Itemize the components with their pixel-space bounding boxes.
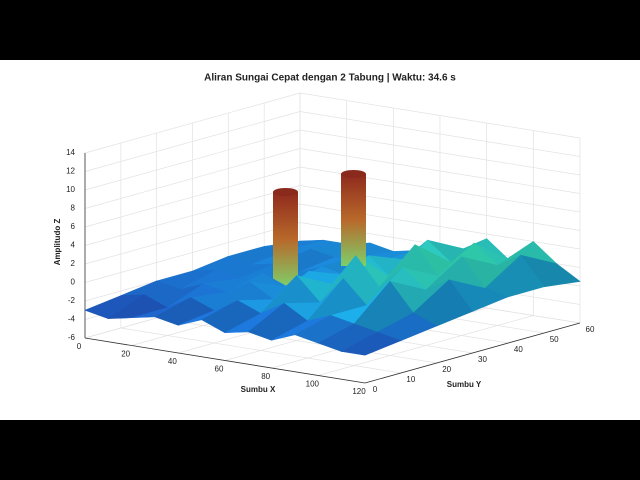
y-tick-label: 0 xyxy=(373,385,378,394)
tube-top xyxy=(341,170,366,178)
z-tick-label: 4 xyxy=(71,241,76,250)
tubes xyxy=(273,170,366,287)
x-tick-label: 120 xyxy=(352,387,366,396)
z-axis-label: Amplitudo Z xyxy=(53,219,62,266)
y-tick-label: 10 xyxy=(406,375,415,384)
z-tick-label: -2 xyxy=(68,296,76,305)
x-tick-label: 0 xyxy=(77,342,82,351)
grid-line xyxy=(84,148,301,209)
z-tick-label: 2 xyxy=(71,259,76,268)
grid-line xyxy=(156,317,437,364)
x-tick-label: 40 xyxy=(168,357,177,366)
chart-title: Aliran Sungai Cepat dengan 2 Tabung | Wa… xyxy=(204,73,456,84)
axis-line xyxy=(84,337,366,384)
y-tick-label: 60 xyxy=(586,325,595,334)
grid-line xyxy=(299,92,581,139)
y-tick-label: 40 xyxy=(514,345,523,354)
z-tick-label: 6 xyxy=(71,222,76,231)
grid-line xyxy=(84,222,301,283)
grid-line xyxy=(299,148,581,194)
x-axis-label: Sumbu X xyxy=(241,385,276,394)
grid-line xyxy=(84,129,301,191)
y-tick-label: 20 xyxy=(442,365,451,374)
y-tick-label: 30 xyxy=(478,355,487,364)
z-tick-label: 0 xyxy=(71,278,76,287)
z-tick-label: -4 xyxy=(68,315,76,324)
grid-line xyxy=(84,166,301,228)
grid-line xyxy=(299,111,581,157)
y-axis-label: Sumbu Y xyxy=(447,380,482,389)
x-tick-label: 100 xyxy=(306,380,320,389)
y-tick-label: 50 xyxy=(550,335,559,344)
grid-line xyxy=(120,327,401,374)
z-tick-label: -6 xyxy=(68,333,76,342)
tube-top xyxy=(273,188,298,196)
grid-line xyxy=(84,92,301,154)
grid-line xyxy=(84,185,301,246)
grid-line xyxy=(84,111,301,172)
grid-line xyxy=(299,129,581,176)
x-tick-label: 20 xyxy=(121,350,130,359)
x-tick-label: 60 xyxy=(215,365,224,374)
surface-patch xyxy=(340,331,402,356)
grid-line xyxy=(84,203,301,265)
z-tick-label: 10 xyxy=(66,185,75,194)
z-tick-label: 12 xyxy=(66,167,75,176)
tube xyxy=(273,192,298,287)
axis-line xyxy=(364,322,581,384)
z-tick-label: 8 xyxy=(71,204,76,213)
surface-near xyxy=(84,255,473,356)
z-tick-label: 14 xyxy=(66,148,75,157)
tube xyxy=(341,174,366,266)
x-tick-label: 80 xyxy=(261,372,270,381)
